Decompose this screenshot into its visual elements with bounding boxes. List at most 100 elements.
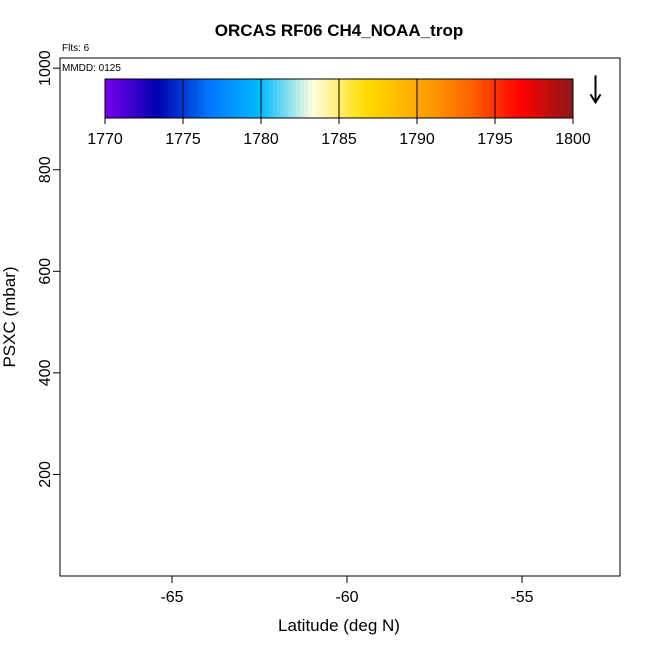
colorbar-swatch	[264, 79, 270, 118]
colorbar-swatch	[272, 79, 278, 118]
track-point	[65, 89, 70, 94]
x-tick-label: -60	[335, 589, 358, 606]
colorbar-swatch	[292, 79, 297, 118]
colorbar-swatch	[409, 79, 414, 118]
y-tick-label: 400	[37, 359, 54, 386]
colorbar-swatch	[249, 79, 254, 118]
colorbar-tick-label: 1800	[555, 131, 591, 148]
colorbar-swatch	[545, 79, 551, 118]
colorbar-swatch	[335, 79, 340, 118]
colorbar-swatch	[237, 79, 242, 118]
colorbar-swatch	[229, 79, 235, 118]
colorbar-swatch	[183, 79, 188, 118]
colorbar-swatch	[534, 79, 539, 118]
colorbar-swatch	[342, 79, 348, 118]
track-point	[93, 309, 98, 314]
colorbar-swatch	[514, 79, 519, 118]
colorbar-swatch	[171, 79, 176, 118]
colorbar-swatch	[541, 79, 547, 118]
track-point	[583, 132, 588, 137]
colorbar-swatch	[319, 79, 324, 118]
colorbar-swatch	[549, 79, 554, 118]
colorbar-swatch	[385, 79, 391, 118]
colorbar-swatch	[459, 79, 465, 118]
colorbar-swatch	[303, 79, 309, 118]
colorbar-swatch	[530, 79, 535, 118]
colorbar-swatch	[436, 79, 441, 118]
colorbar-swatch	[569, 79, 574, 118]
colorbar-swatch	[479, 79, 484, 118]
colorbar-swatch	[393, 79, 398, 118]
colorbar-swatch	[194, 79, 200, 118]
colorbar-swatch	[440, 79, 445, 118]
colorbar-swatch	[483, 79, 488, 118]
y-tick-label: 1000	[37, 50, 54, 86]
track-point	[537, 403, 542, 408]
colorbar-swatch	[339, 79, 344, 118]
x-axis: -65 -60 -55	[160, 576, 534, 606]
track-point	[79, 188, 84, 193]
colorbar-tick-label: 1775	[165, 131, 201, 148]
colorbar-swatch	[144, 79, 149, 118]
colorbar-swatch	[463, 79, 469, 118]
track-point	[68, 86, 73, 91]
colorbar-swatch	[198, 79, 203, 118]
colorbar-swatch	[362, 79, 367, 118]
colorbar-swatch	[506, 79, 512, 118]
colorbar-swatch	[136, 79, 141, 118]
y-tick-label: 600	[37, 258, 54, 285]
track-point	[572, 172, 577, 177]
y-axis: 200 400 600 800 1000	[37, 50, 60, 488]
y-tick-label: 200	[37, 461, 54, 488]
plot-frame	[59, 57, 621, 577]
colorbar-swatch	[522, 79, 527, 118]
colorbar-swatch	[331, 79, 336, 118]
track-point	[530, 431, 535, 436]
colorbar-swatch	[565, 79, 570, 118]
chart-title: ORCAS RF06 CH4_NOAA_trop	[215, 21, 463, 40]
colorbar-swatch	[420, 79, 426, 118]
colorbar-swatch	[452, 79, 457, 118]
colorbar-swatch	[487, 79, 492, 118]
track-point	[86, 274, 91, 279]
y-axis-label: PSXC (mbar)	[0, 266, 19, 367]
colorbar-swatch	[296, 79, 301, 118]
colorbar-swatch	[561, 79, 566, 118]
colorbar-swatch	[315, 79, 320, 118]
colorbar-swatch	[300, 79, 305, 118]
colorbar-swatch	[491, 79, 496, 118]
colorbar-swatch	[116, 79, 122, 118]
colorbar-swatch	[159, 79, 164, 118]
colorbar-swatch	[495, 79, 500, 118]
colorbar-swatch	[432, 79, 437, 118]
colorbar-swatch	[241, 79, 246, 118]
colorbar-swatch	[526, 79, 531, 118]
colorbar-swatch	[124, 79, 129, 118]
colorbar-swatch	[389, 79, 395, 118]
colorbar-swatch	[311, 79, 317, 118]
colorbar-tick-label: 1790	[399, 131, 435, 148]
colorbar-swatch	[323, 79, 328, 118]
colorbar-swatch	[346, 79, 352, 118]
colorbar-swatch	[214, 79, 219, 118]
colorbar-swatch	[424, 79, 430, 118]
colorbar-swatch	[276, 79, 281, 118]
colorbar-swatch	[167, 79, 172, 118]
colorbar-swatch	[175, 79, 180, 118]
colorbar-swatch	[413, 79, 418, 118]
colorbar-swatch	[405, 79, 410, 118]
track-point	[502, 462, 507, 467]
colorbar-swatch	[108, 79, 114, 118]
track-points	[65, 78, 595, 467]
y-tick-label: 800	[37, 156, 54, 183]
colorbar-tick-label: 1780	[243, 131, 279, 148]
colorbar-swatch	[151, 79, 157, 118]
colorbar-swatch	[163, 79, 168, 118]
track-point	[558, 335, 563, 340]
colorbar-swatch	[210, 79, 215, 118]
date-note: MMDD: 0125	[62, 63, 121, 74]
colorbar: 1770 1775 1780 1785 1790 1795 1800	[87, 78, 591, 148]
colorbar-swatch	[401, 79, 406, 118]
colorbar-swatch	[350, 79, 356, 118]
